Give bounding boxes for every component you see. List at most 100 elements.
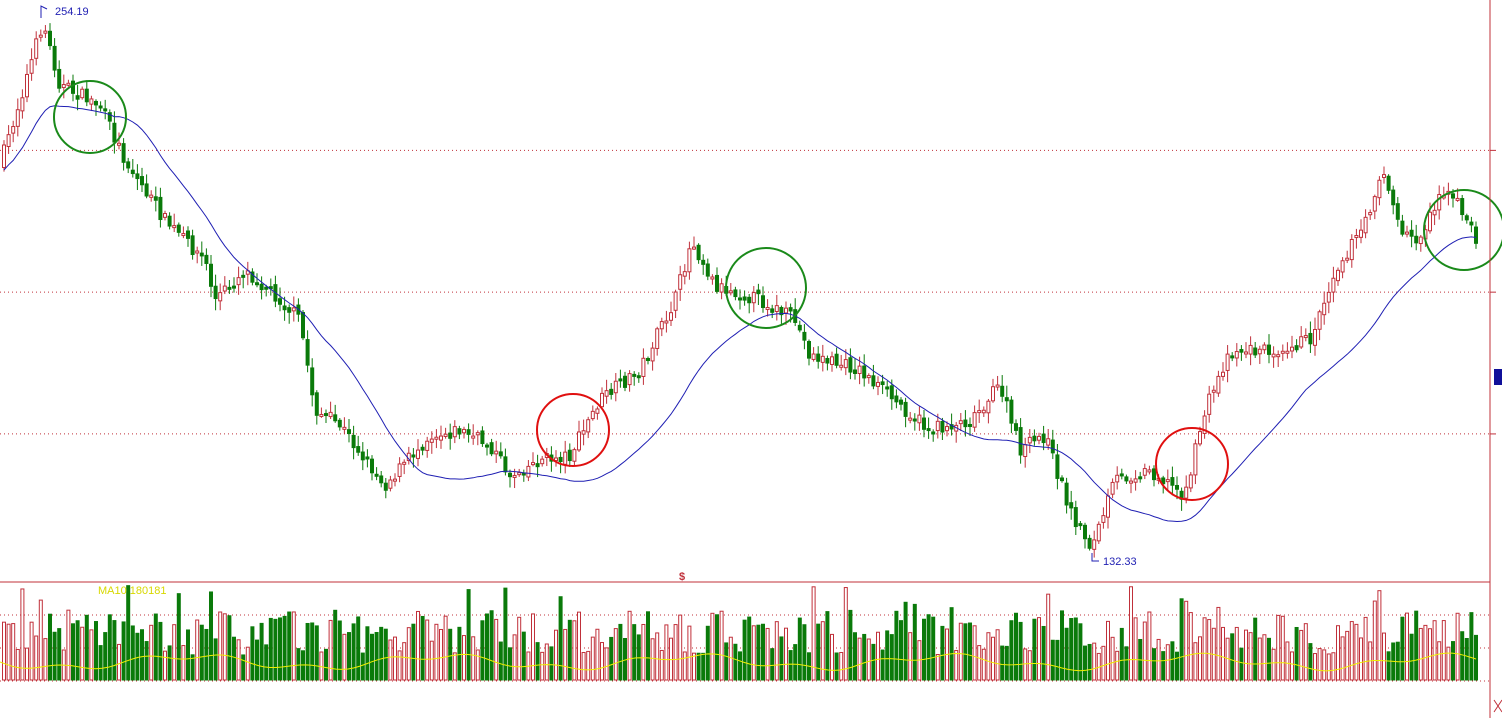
candle bbox=[333, 404, 338, 423]
volume-bar bbox=[508, 647, 512, 681]
candle bbox=[61, 74, 66, 99]
candle bbox=[1060, 475, 1064, 483]
candle bbox=[664, 310, 669, 333]
candle bbox=[181, 226, 186, 239]
candle bbox=[977, 399, 982, 423]
candle bbox=[678, 265, 683, 301]
candle bbox=[876, 376, 880, 396]
candle bbox=[121, 138, 126, 171]
volume-bar bbox=[406, 627, 411, 681]
volume-bar bbox=[1285, 641, 1290, 681]
volume-bar bbox=[397, 650, 402, 681]
volume-bar bbox=[1073, 617, 1078, 681]
candle bbox=[554, 450, 558, 467]
candle bbox=[811, 347, 816, 362]
volume-bar bbox=[839, 652, 844, 681]
volume-bar bbox=[94, 621, 98, 681]
volume-bar bbox=[117, 643, 121, 681]
candle bbox=[222, 276, 227, 295]
candle bbox=[11, 120, 16, 143]
candle bbox=[830, 351, 834, 372]
candle bbox=[885, 380, 890, 397]
candle bbox=[1202, 410, 1207, 439]
candle bbox=[195, 246, 200, 264]
volume-bar bbox=[264, 644, 269, 681]
volume-bar bbox=[719, 610, 724, 681]
candle bbox=[834, 347, 839, 369]
candle bbox=[738, 289, 742, 310]
volume-bar bbox=[140, 629, 144, 681]
candle bbox=[802, 324, 807, 350]
candle bbox=[20, 89, 25, 119]
candle bbox=[659, 317, 664, 337]
volume-bar bbox=[383, 628, 388, 681]
volume-bar bbox=[1198, 636, 1202, 681]
candle bbox=[572, 447, 577, 467]
candle bbox=[462, 426, 466, 439]
candle bbox=[1050, 429, 1055, 460]
volume-bar bbox=[1119, 627, 1124, 681]
close-icon[interactable] bbox=[1493, 699, 1502, 713]
volume-bar bbox=[995, 629, 1000, 681]
volume-bar bbox=[816, 623, 821, 681]
volume-bar bbox=[1441, 620, 1446, 681]
volume-bar bbox=[623, 638, 627, 681]
volume-bar bbox=[1032, 618, 1037, 681]
candle bbox=[112, 111, 117, 154]
candle bbox=[692, 236, 696, 250]
candle bbox=[917, 406, 922, 431]
volume-bar bbox=[1156, 638, 1161, 681]
volume-bar bbox=[2, 621, 6, 681]
candle bbox=[48, 23, 52, 50]
volume-bar bbox=[466, 589, 471, 681]
volume-bar bbox=[1418, 627, 1423, 681]
volume-bar bbox=[259, 622, 264, 681]
candle bbox=[1069, 490, 1074, 520]
candle bbox=[494, 440, 499, 463]
volume-bar bbox=[1083, 645, 1087, 681]
low-marker-label: 132.33 bbox=[1103, 556, 1137, 568]
candle bbox=[268, 278, 273, 296]
buy-circle bbox=[536, 393, 610, 467]
volume-bar bbox=[544, 643, 549, 681]
volume-bar bbox=[770, 648, 775, 681]
candle bbox=[1133, 470, 1138, 491]
volume-bar bbox=[287, 611, 292, 681]
volume-bar bbox=[535, 642, 540, 681]
candle bbox=[1023, 437, 1028, 468]
candle bbox=[995, 375, 1000, 391]
candle bbox=[130, 159, 135, 178]
candle bbox=[848, 348, 853, 380]
candle bbox=[52, 38, 57, 78]
volume-bar bbox=[866, 638, 871, 681]
volume-bar bbox=[273, 618, 278, 681]
volume-bar bbox=[319, 651, 324, 681]
volume-bar bbox=[977, 645, 982, 681]
candle bbox=[1336, 267, 1340, 286]
candle bbox=[1119, 468, 1124, 480]
candle bbox=[75, 84, 80, 111]
candle bbox=[926, 417, 931, 439]
candle bbox=[1414, 224, 1419, 251]
candle bbox=[227, 280, 232, 294]
volume-bar bbox=[429, 640, 434, 681]
volume-bar bbox=[480, 620, 485, 681]
candle bbox=[508, 469, 512, 488]
candle bbox=[751, 286, 756, 313]
volume-bar bbox=[393, 636, 397, 681]
volume-bar bbox=[659, 649, 664, 681]
volume-bar bbox=[213, 638, 218, 681]
volume-bar bbox=[1257, 637, 1262, 681]
candle bbox=[1188, 471, 1193, 493]
volume-bar bbox=[365, 626, 370, 681]
candle bbox=[1391, 185, 1396, 215]
candle bbox=[1340, 257, 1345, 279]
candle bbox=[1046, 428, 1051, 450]
volume-bar bbox=[1101, 645, 1106, 681]
volume-bar bbox=[25, 647, 29, 681]
candle bbox=[301, 309, 305, 341]
volume-bar bbox=[144, 641, 149, 681]
volume-indicator-label: MA10 180181 bbox=[98, 585, 167, 597]
candle bbox=[144, 174, 149, 199]
candle bbox=[429, 431, 434, 454]
